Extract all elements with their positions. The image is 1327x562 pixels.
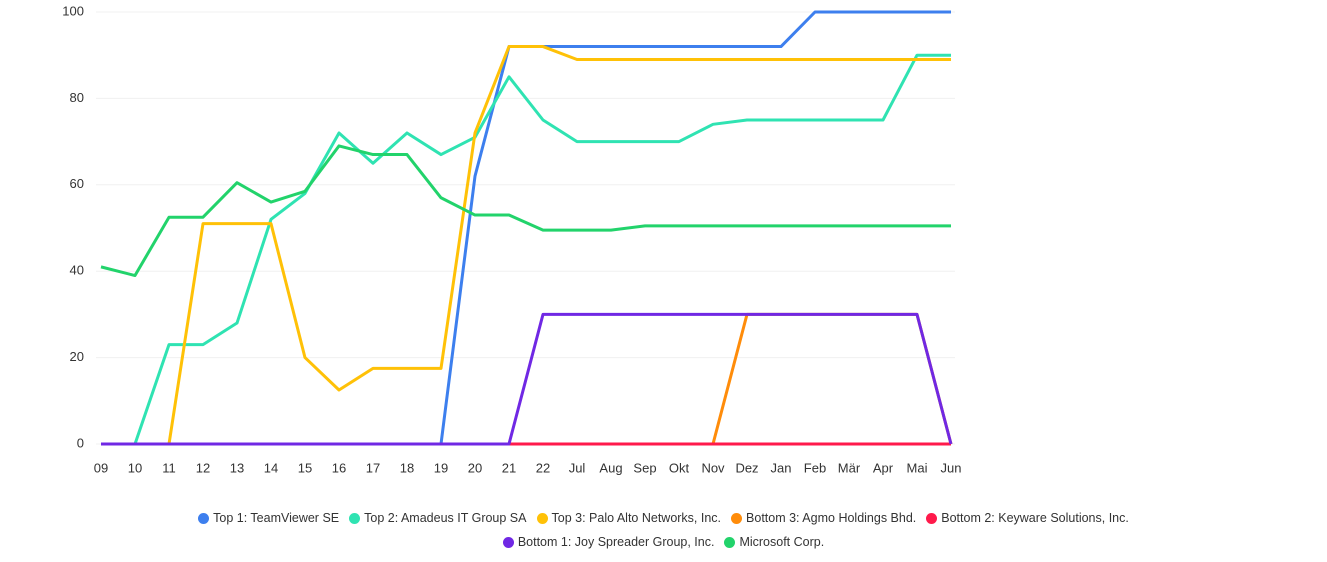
legend-item[interactable]: Bottom 2: Keyware Solutions, Inc. — [926, 511, 1129, 525]
x-tick-label: Mai — [907, 460, 928, 475]
x-tick-label: Nov — [701, 460, 725, 475]
legend-item[interactable]: Top 1: TeamViewer SE — [198, 511, 339, 525]
y-tick-label: 80 — [70, 90, 84, 105]
legend-label: Bottom 1: Joy Spreader Group, Inc. — [517, 535, 715, 549]
x-tick-label: 16 — [332, 460, 346, 475]
series-line — [101, 45, 951, 446]
legend-item[interactable]: Bottom 1: Joy Spreader Group, Inc. — [502, 535, 715, 549]
legend-label: Top 3: Palo Alto Networks, Inc. — [551, 511, 722, 525]
y-tick-label: 0 — [77, 435, 84, 450]
legend-label: Bottom 2: Keyware Solutions, Inc. — [941, 511, 1129, 525]
legend-swatch — [349, 512, 361, 524]
legend-label: Top 1: TeamViewer SE — [213, 511, 340, 525]
x-tick-label: 19 — [434, 460, 448, 475]
x-tick-label: Sep — [633, 460, 656, 475]
legend-swatch — [502, 536, 514, 548]
x-tick-label: 17 — [366, 460, 380, 475]
x-tick-label: Feb — [804, 460, 826, 475]
x-tick-label: Jun — [941, 460, 962, 475]
legend-swatch — [536, 512, 548, 524]
x-tick-label: 15 — [298, 460, 312, 475]
series-line — [100, 144, 951, 278]
legend: Top 1: TeamViewer SE Top 2: Amadeus IT Gr… — [0, 506, 1327, 554]
chart: 0 20 40 60 80 100 09 10 11 12 13 14 15 16 17 18 19 20 21 22… — [62, 3, 962, 475]
legend-item[interactable]: Top 2: Amadeus IT Group SA — [349, 511, 527, 525]
x-tick-label: 11 — [162, 460, 176, 475]
legend-swatch — [198, 512, 210, 524]
x-tick-label: Dez — [735, 460, 758, 475]
x-tick-label: 13 — [230, 460, 244, 475]
x-tick-label: 21 — [502, 460, 516, 475]
legend-row: Bottom 1: Joy Spreader Group, Inc. Micros… — [0, 530, 1327, 554]
x-tick-label: 10 — [128, 460, 142, 475]
legend-swatch — [926, 512, 938, 524]
x-tick-label: Okt — [669, 460, 690, 475]
legend-label: Top 2: Amadeus IT Group SA — [364, 511, 527, 525]
legend-swatch — [724, 536, 736, 548]
series-line — [101, 53, 951, 446]
legend-label: Bottom 3: Agmo Holdings Bhd. — [746, 511, 917, 525]
x-tick-label: Jan — [771, 460, 792, 475]
y-tick-label: 100 — [62, 3, 84, 18]
y-tick-label: 40 — [70, 263, 84, 278]
legend-item[interactable]: Bottom 3: Agmo Holdings Bhd. — [731, 511, 916, 525]
x-tick-label: Jul — [569, 460, 586, 475]
x-tick-label: 14 — [264, 460, 278, 475]
x-tick-label: Aug — [599, 460, 622, 475]
x-tick-label: 18 — [400, 460, 414, 475]
legend-swatch — [731, 512, 743, 524]
x-tick-label: 20 — [468, 460, 482, 475]
series-line — [101, 312, 953, 446]
legend-item[interactable]: Microsoft Corp. — [724, 535, 824, 549]
y-tick-label: 20 — [70, 349, 84, 364]
legend-item[interactable]: Top 3: Palo Alto Networks, Inc. — [536, 511, 722, 525]
x-tick-label: 12 — [196, 460, 210, 475]
y-tick-label: 60 — [70, 176, 84, 191]
legend-row: Top 1: TeamViewer SE Top 2: Amadeus IT Gr… — [0, 506, 1327, 530]
x-tick-label: 09 — [94, 460, 108, 475]
x-tick-label: Mär — [838, 460, 861, 475]
legend-label: Microsoft Corp. — [739, 535, 825, 549]
x-tick-label: Apr — [873, 460, 894, 475]
x-tick-label: 22 — [536, 460, 550, 475]
